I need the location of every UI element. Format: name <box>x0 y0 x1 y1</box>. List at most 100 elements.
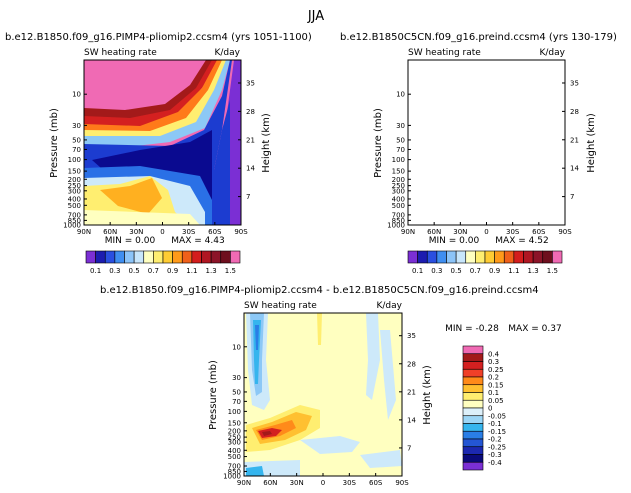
x-tick-label: 60N <box>263 479 277 487</box>
plot-area <box>407 59 566 226</box>
y-tick-label: 70 <box>396 146 405 154</box>
colorbar-swatch <box>407 250 418 264</box>
y-axis-right-label: Height (km) <box>586 113 597 173</box>
y-axis-right-label: Height (km) <box>261 113 272 173</box>
x-tick-label: 30S <box>182 228 196 236</box>
height-tick-label: 35 <box>570 79 579 87</box>
y-tick-label: 100 <box>392 156 405 164</box>
diff-eq-yellow <box>317 313 322 345</box>
colorbar-swatch <box>455 250 467 264</box>
x-ticks: 90N 60N 30N 0 30S 60S 90S <box>77 222 248 236</box>
axes: 90N 60N 30N 0 30S 60S 90S 10 30 50 70 100 150200250… <box>373 79 597 236</box>
y-tick-label: 850 <box>68 217 81 225</box>
colorbar-swatch <box>465 250 476 264</box>
x-tick-label: 60S <box>208 228 222 236</box>
field-band-yellow <box>84 60 226 145</box>
colorbar-swatch <box>114 250 125 264</box>
y-tick-label: 30 <box>396 122 405 130</box>
colorbar-label: -0.1 <box>488 420 502 428</box>
field-band-lightblue <box>84 60 230 152</box>
colorbar-label: 1.5 <box>225 267 236 275</box>
panel-title: b.e12.B1850.f09_g16.PIMP4-pliomip2.ccsm4… <box>100 285 539 296</box>
colorbar-swatch <box>532 250 544 264</box>
var-label: SW heating rate <box>244 301 317 311</box>
diff-strat-midblue <box>255 325 259 350</box>
colorbar-swatch <box>462 353 484 362</box>
colorbar-label: 0.05 <box>488 397 504 405</box>
colorbar-label: -0.05 <box>488 412 506 420</box>
field-southpole-blue <box>214 100 230 225</box>
y-ticks-right: 35 28 21 14 7 <box>238 79 255 201</box>
y-tick-label: 70 <box>232 398 241 406</box>
colorbar-label: -0.4 <box>488 459 502 467</box>
height-tick-label: 35 <box>246 79 255 87</box>
y-tick-label: 200 <box>228 427 241 435</box>
height-tick-label: 28 <box>407 360 416 368</box>
colorbar-label: 0.9 <box>167 267 178 275</box>
y-tick-label: 200 <box>68 176 81 184</box>
x-tick-label: 30S <box>506 228 520 236</box>
colorbar-swatch <box>462 454 484 463</box>
field-tropo-lowyellow <box>84 210 200 225</box>
colorbar-label: -0.3 <box>488 451 502 459</box>
x-tick-label: 30N <box>129 228 143 236</box>
height-tick-label: 35 <box>407 332 416 340</box>
y-tick-label: 50 <box>232 388 241 396</box>
y-axis-right-label: Height (km) <box>422 365 433 425</box>
panel-pliomip2: b.e12.B1850.f09_g16.PIMP4-pliomip2.ccsm4… <box>5 32 312 246</box>
x-tick-label: 60N <box>427 228 441 236</box>
y-tick-label: 150 <box>392 168 405 176</box>
figure-title: JJA <box>307 9 324 24</box>
diff-low-paleblue <box>300 436 360 454</box>
y-tick-label: 500 <box>228 453 241 461</box>
colorbar-label: 1.5 <box>547 267 558 275</box>
colorbar-swatch <box>143 250 154 264</box>
var-label: SW heating rate <box>84 48 157 58</box>
colorbar-label: 0.3 <box>109 267 120 275</box>
diff-strat-blue <box>253 320 261 384</box>
x-tick-label: 90S <box>395 479 409 487</box>
colorbar-swatch <box>95 250 106 264</box>
colorbar-swatch <box>172 250 183 264</box>
x-tick-label: 0 <box>160 228 164 236</box>
colorbar-swatch <box>181 250 193 264</box>
colorbar-swatch <box>85 250 96 264</box>
colorbar-label: 0.9 <box>489 267 500 275</box>
y-tick-label: 250 <box>68 182 81 190</box>
colorbar-diff: 0.40.30.250.20.150.10.050-0.05-0.1-0.15-… <box>462 345 506 471</box>
y-tick-label: 100 <box>68 156 81 164</box>
y-tick-label: 700 <box>228 462 241 470</box>
diff-tropo-darkred <box>262 431 272 436</box>
y-tick-label: 300 <box>68 187 81 195</box>
max-label: MAX = 4.43 <box>171 236 224 246</box>
colorbar-swatch <box>484 250 495 264</box>
colorbar-swatch <box>426 250 438 264</box>
y-tick-label: 300 <box>392 187 405 195</box>
min-label: MIN = 0.00 <box>105 236 156 246</box>
colorbar-swatch <box>462 384 484 393</box>
y-tick-label: 70 <box>72 146 81 154</box>
y-tick-label: 850 <box>392 217 405 225</box>
max-label: MAX = 0.37 <box>508 324 561 334</box>
colorbar-label: 0.2 <box>488 374 499 382</box>
y-tick-label: 700 <box>68 211 81 219</box>
x-tick-label: 0 <box>484 228 488 236</box>
colorbar-swatch <box>462 461 484 471</box>
y-tick-label: 400 <box>228 447 241 455</box>
colorbar-main-right: 0.1 0.3 0.5 0.7 0.9 1.1 1.3 1.5 <box>407 250 563 275</box>
colorbar-label: 0.15 <box>488 381 504 389</box>
y-ticks-right: 35 28 21 14 7 <box>562 79 579 201</box>
y-axis-label: Pressure (mb) <box>208 360 219 430</box>
y-tick-label: 700 <box>392 211 405 219</box>
colorbar-swatch <box>503 250 515 264</box>
colorbar-swatch <box>513 250 524 264</box>
y-tick-label: 850 <box>228 468 241 476</box>
y-tick-label: 10 <box>72 91 81 99</box>
colorbar-label: -0.2 <box>488 436 502 444</box>
y-tick-label: 250 <box>392 182 405 190</box>
colorbar-swatch <box>191 250 202 264</box>
colorbar-label: 0.7 <box>148 267 159 275</box>
units-label: K/day <box>540 48 566 58</box>
height-tick-label: 14 <box>246 165 255 173</box>
